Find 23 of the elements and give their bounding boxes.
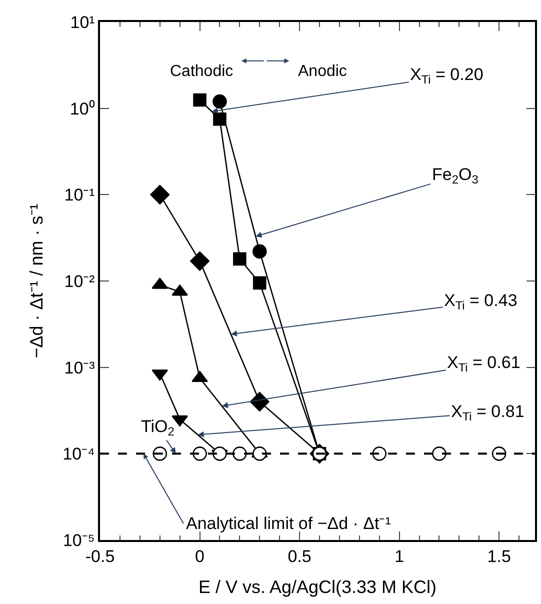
text: X$_{Ti}$ = 0.81 [451, 402, 524, 424]
y-tick-label: 10⁰ [70, 99, 95, 118]
x-tick-label: 1.5 [487, 547, 511, 566]
y-tick-label: 10⁻⁵ [62, 530, 95, 550]
x-tick-label: 0.5 [288, 547, 312, 566]
ref-line-label: Analytical limit of −Δd · Δt⁻¹ [186, 514, 392, 533]
x-tick-label: 1 [394, 547, 404, 566]
y-tick-label: 10⁻⁴ [62, 444, 95, 464]
y-tick-label: 10⁻² [64, 272, 96, 291]
annotation: Anodic [298, 63, 347, 80]
x-tick-label: -0.5 [85, 547, 115, 566]
annotation: Cathodic [170, 63, 234, 80]
y-tick-label: 10⁻³ [64, 358, 96, 378]
text: X$_{Ti}$ = 0.43 [444, 291, 518, 313]
text: X$_{Ti}$ = 0.61 [447, 353, 520, 375]
text: Fe$_{2}$O$_{3}$ [432, 165, 479, 187]
y-axis-title: −Δd · Δt⁻¹ / nm · s⁻¹ [26, 204, 46, 358]
text: X$_{Ti}$ = 0.20 [410, 65, 484, 87]
y-tick-label: 10¹ [70, 12, 96, 32]
y-tick-label: 10⁻¹ [64, 186, 96, 205]
x-axis-title: E / V vs. Ag/AgCl(3.33 M KCl) [198, 576, 437, 597]
series-label: TiO$_{2}$ [141, 417, 175, 439]
x-tick-label: 0 [195, 547, 205, 566]
